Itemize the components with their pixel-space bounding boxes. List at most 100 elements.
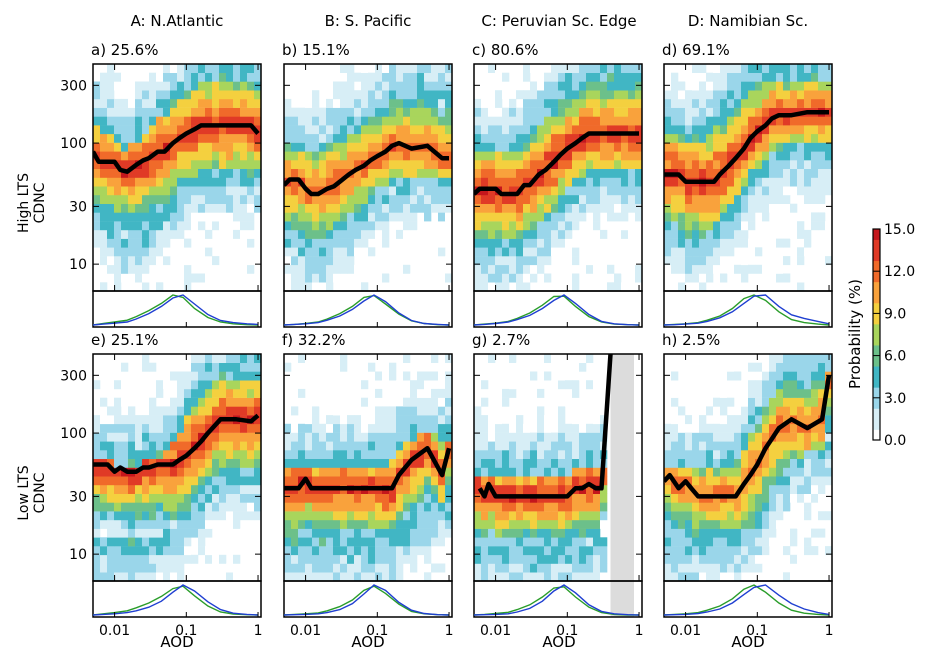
heatmap-cell <box>741 380 749 390</box>
heatmap-cell <box>93 415 101 425</box>
heatmap-cell <box>170 151 178 161</box>
heatmap-cell <box>424 519 432 529</box>
heatmap-cell <box>233 125 241 135</box>
heatmap-cell <box>544 519 552 529</box>
heatmap-cell <box>713 160 721 169</box>
heatmap-cell <box>551 485 559 494</box>
heatmap-cell <box>121 572 129 581</box>
heatmap-cell <box>516 160 524 169</box>
heatmap-cell <box>741 221 749 231</box>
heatmap-cell <box>205 554 213 564</box>
heatmap-cell <box>678 528 686 538</box>
heatmap-cell <box>121 371 129 381</box>
heatmap-cell <box>790 493 798 503</box>
heatmap-cell <box>438 537 446 547</box>
heatmap-cell <box>114 273 122 283</box>
heatmap-cell <box>579 432 587 442</box>
heatmap-cell <box>226 98 234 108</box>
heatmap-cell <box>474 493 482 503</box>
heatmap-cell <box>558 125 566 135</box>
heatmap-cell <box>312 256 320 266</box>
pdf-high-lts-curve <box>663 584 830 616</box>
heatmap-cell <box>142 125 150 135</box>
heatmap-cell <box>551 168 559 178</box>
heatmap-cell <box>247 441 255 451</box>
heatmap-cell <box>424 151 432 161</box>
heatmap-cell <box>474 195 482 204</box>
heatmap-cell <box>523 168 531 178</box>
heatmap-cell <box>741 511 749 521</box>
heatmap-cell <box>312 72 320 82</box>
heatmap-cell <box>811 81 819 91</box>
heatmap-cell <box>481 160 489 169</box>
heatmap-cell <box>502 563 510 573</box>
heatmap-cell <box>586 528 594 538</box>
heatmap-cell <box>509 528 517 538</box>
heatmap-cell <box>135 125 143 135</box>
heatmap-cell <box>368 256 376 266</box>
heatmap-cell <box>544 186 552 196</box>
heatmap-cell <box>340 203 348 213</box>
heatmap-cell <box>755 511 763 521</box>
heatmap-cell <box>347 493 355 503</box>
heatmap-cell <box>614 203 622 213</box>
heatmap-cell <box>305 467 313 477</box>
heatmap-cell <box>783 238 791 248</box>
heatmap-cell <box>403 90 411 100</box>
heatmap-cell <box>247 485 255 494</box>
heatmap-cell <box>142 212 150 222</box>
heatmap-cell <box>664 81 672 91</box>
colorbar-segment <box>873 299 880 304</box>
heatmap-cell <box>93 380 101 390</box>
heatmap-cell <box>600 151 608 161</box>
heatmap-cell <box>340 406 348 416</box>
heatmap-cell <box>170 177 178 187</box>
heatmap-cell <box>720 572 728 581</box>
heatmap-cell <box>177 406 185 416</box>
heatmap-cell <box>734 432 742 442</box>
heatmap-cell <box>417 476 425 486</box>
heatmap-cell <box>312 90 320 100</box>
heatmap-cell <box>445 186 452 196</box>
heatmap-cell <box>699 142 707 152</box>
heatmap-cell <box>530 125 538 135</box>
heatmap-cell <box>347 572 355 581</box>
heatmap-cell <box>495 511 503 521</box>
heatmap-cell <box>240 485 248 494</box>
heatmap-cell <box>305 485 313 494</box>
heatmap-cell <box>170 537 178 547</box>
heatmap-cell <box>523 72 531 82</box>
heatmap-cell <box>727 186 735 196</box>
heatmap-cell <box>509 195 517 204</box>
heatmap-cell <box>100 72 108 82</box>
heatmap-cell <box>495 406 503 416</box>
heatmap-cell <box>776 458 784 468</box>
heatmap-cell <box>128 380 136 390</box>
heatmap-cell <box>797 229 805 239</box>
heatmap-cell <box>593 72 601 82</box>
heatmap-cell <box>495 125 503 135</box>
heatmap-cell <box>678 229 686 239</box>
heatmap-cell <box>361 195 369 204</box>
heatmap-cell <box>142 546 150 556</box>
heatmap-cell <box>621 151 629 161</box>
heatmap-cell <box>769 133 777 143</box>
heatmap-cell <box>205 186 213 196</box>
heatmap-cell <box>797 160 805 169</box>
heatmap-cell <box>254 476 261 486</box>
heatmap-cell <box>755 485 763 494</box>
heatmap-cell <box>769 142 777 152</box>
heatmap-cell <box>804 528 812 538</box>
heatmap-cell <box>312 229 320 239</box>
heatmap-cell <box>474 423 482 433</box>
heatmap-cell <box>755 441 763 451</box>
heatmap-cell <box>818 195 826 204</box>
heatmap-cell <box>495 450 503 459</box>
heatmap-cell <box>424 195 432 204</box>
heatmap-cell <box>551 98 559 108</box>
heatmap-cell <box>678 90 686 100</box>
heatmap-cell <box>254 186 261 196</box>
heatmap-cell <box>741 125 749 135</box>
heatmap-cell <box>502 151 510 161</box>
heatmap-cell <box>671 537 679 547</box>
